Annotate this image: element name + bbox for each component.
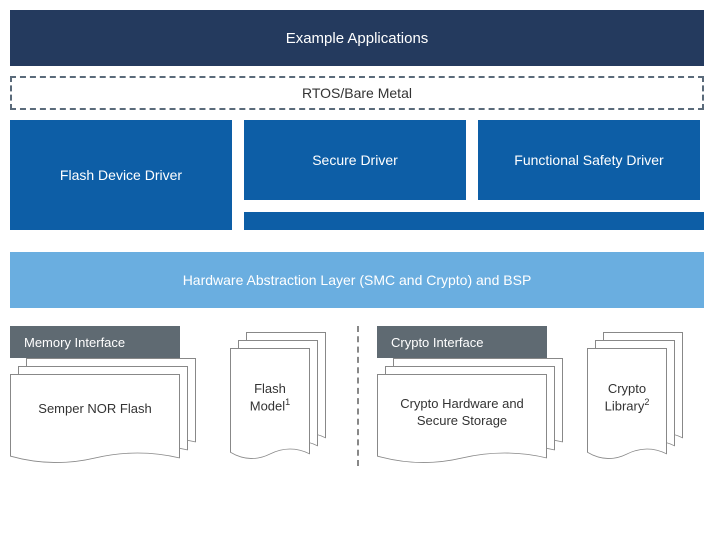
hal-label: Hardware Abstraction Layer (SMC and Cryp…	[183, 272, 532, 288]
crypto-library-label: Crypto Library2	[588, 381, 666, 415]
example-applications-layer: Example Applications	[10, 10, 704, 66]
memory-interface-section: Memory Interface Semper NOR Flash	[10, 326, 357, 358]
crypto-library-stack: Crypto Library2	[587, 348, 697, 456]
memory-interface-header: Memory Interface	[10, 326, 180, 358]
crypto-interface-label: Crypto Interface	[391, 335, 484, 350]
crypto-hardware-label: Crypto Hardware and Secure Storage	[378, 396, 546, 429]
flash-model-label: Flash Model1	[231, 381, 309, 415]
crypto-interface-section: Crypto Interface Crypto Hardware and Sec…	[357, 326, 704, 358]
rtos-layer: RTOS/Bare Metal	[10, 76, 704, 110]
interfaces-row: Memory Interface Semper NOR Flash	[10, 326, 704, 358]
hal-layer: Hardware Abstraction Layer (SMC and Cryp…	[10, 252, 704, 308]
crypto-hardware-stack: Crypto Hardware and Secure Storage	[377, 374, 577, 460]
functional-safety-driver-box: Functional Safety Driver	[478, 120, 700, 200]
semper-nor-flash-stack: Semper NOR Flash	[10, 374, 210, 460]
example-applications-label: Example Applications	[286, 30, 429, 47]
rtos-label: RTOS/Bare Metal	[302, 85, 412, 101]
semper-nor-flash-label: Semper NOR Flash	[11, 401, 179, 417]
flash-device-driver-label: Flash Device Driver	[60, 167, 182, 183]
flash-device-driver-box: Flash Device Driver	[10, 120, 232, 230]
drivers-row: Flash Device Driver Secure Driver Functi…	[10, 120, 704, 230]
flash-model-stack: Flash Model1	[230, 348, 340, 456]
memory-interface-label: Memory Interface	[24, 335, 125, 350]
crypto-interface-header: Crypto Interface	[377, 326, 547, 358]
secure-driver-label: Secure Driver	[312, 152, 398, 168]
functional-safety-driver-label: Functional Safety Driver	[514, 152, 663, 168]
drivers-bottom-strip	[244, 212, 704, 230]
secure-driver-box: Secure Driver	[244, 120, 466, 200]
